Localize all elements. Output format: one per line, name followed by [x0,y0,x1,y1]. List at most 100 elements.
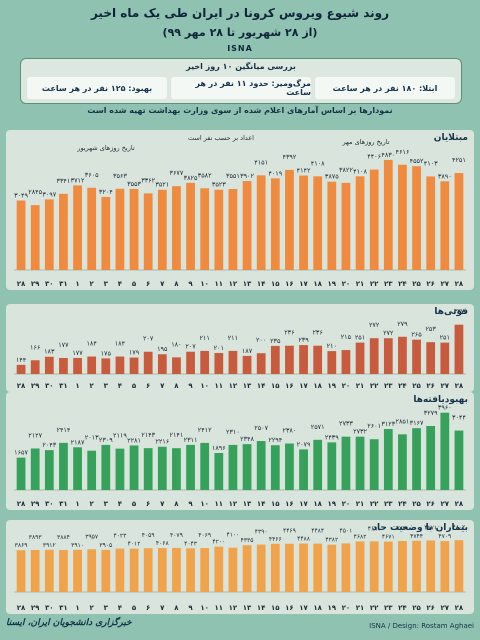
chart-title: بهبودیافته‌ها [413,395,468,405]
data-label: ۱۴۴ [16,356,27,364]
bar [157,189,167,270]
data-label: ۱۸۴ [86,340,97,348]
tick-label: ۲۱ [356,280,365,288]
bar [426,176,436,270]
data-label: ۲۲۱۶ [155,438,169,446]
data-label: ۳۸۶۹ [15,542,28,549]
bar [242,181,252,270]
data-label: ۲۳۱۱ [184,436,198,444]
chart-title: فوتی‌ها [434,307,468,317]
chart-critical: ۳۸۶۹۲۸۳۸۹۳۲۹۳۹۱۲۳۰۳۸۸۴۳۱۳۹۱۰۱۳۹۵۷۲۳۹۰۵۳۴… [14,524,466,612]
tick-label: ۳۱ [59,604,68,612]
tick-label: ۳۰ [45,382,54,390]
data-label: ۴۰۴۳ [184,540,198,547]
data-label: ۴۰۱۲ [128,541,141,548]
tick-label: ۴ [118,604,123,612]
data-label: ۳۸۷۵ [325,173,339,181]
bar [341,436,351,490]
data-label: ۳۹۰۵ [99,542,112,549]
bar [327,181,337,270]
tick-label: ۱۵ [271,604,280,612]
bar [59,357,68,374]
bar [412,540,421,592]
tick-label: ۲۶ [426,500,435,508]
data-label: ۴۵۰۱ [339,527,352,534]
data-label: ۳۳۷ [454,308,465,316]
data-label: ۲۳۱۰ [226,428,240,436]
footer-credit: ISNA / Design: Rostam Aghaei [369,622,474,630]
data-label: ۴۱۰۰ [226,532,239,539]
bar [313,345,323,374]
data-label: ۴۲۵۱ [452,156,466,164]
data-label: ۲۲۸۱ [127,436,141,444]
tick-label: ۲۸ [455,500,464,508]
tick-label: ۷ [160,382,165,390]
data-label: ۲۵۱ [355,334,365,342]
data-label: ۳۰۴۴ [452,414,466,422]
data-label: ۲۱۰ [327,342,337,350]
data-label: ۴۶۹۱ [368,525,381,532]
page-subtitle: (از ۲۸ شهریور تا ۲۸ مهر ۹۹) [162,26,318,39]
data-label: ۳۵۵۱ [226,172,240,180]
tick-label: ۱۱ [215,280,224,288]
tick-label: ۳۱ [59,280,68,288]
data-label: ۲۶۰۱ [367,422,381,430]
tick-label: ۷ [160,500,165,508]
data-label: ۲۷۲ [383,329,394,337]
tick-label: ۲۵ [412,280,421,288]
bar [454,324,464,374]
bar [412,339,421,374]
tick-label: ۱۸ [313,280,322,288]
bar [341,350,351,374]
chart-panel-infected: ۳۰۴۹ ۲۸ ۲۸۴۵ ۲۹ ۳۰۹۷ ۳۰ ۳۳۴۱ ۳۱ ۳۷۱۲ ۱ ۳۶۰۵ ۲ ۳۲۰۴ ۳ ۳… [6,130,474,290]
tick-label: ۱۴ [257,604,266,612]
bar [157,548,167,592]
tick-label: ۱۳ [243,604,252,612]
data-label: ۱۷۹ [129,349,140,357]
bar [30,205,40,270]
bar [355,342,365,374]
bar [256,544,266,592]
tick-label: ۲۷ [441,500,450,508]
bar [186,548,195,592]
data-label: ۱۸۹۶ [212,444,226,452]
bar [369,439,379,490]
data-label: ۲۲۹۴ [268,436,282,444]
bar [172,448,181,490]
bar [398,164,407,270]
bar [355,541,365,592]
bar [44,356,54,374]
data-label: ۱۶۵۷ [14,449,28,457]
bar [242,355,252,374]
data-label: ۲۳۴۸ [240,435,254,443]
tick-label: ۲۴ [398,500,407,508]
tick-label: ۱۸ [313,382,322,390]
data-label: ۲۰۷۹ [297,440,311,448]
tick-label: ۲۶ [426,604,435,612]
bar [369,169,379,270]
data-label: ۴۰۶۹ [198,532,211,539]
data-label: ۳۵۸۲ [198,171,212,179]
tick-label: ۱۱ [215,604,224,612]
tick-label: ۱۷ [299,280,308,288]
data-label: ۲۳۶ [312,329,322,337]
bar [270,445,280,490]
bar [129,188,139,270]
tick-label: ۹ [188,604,193,612]
summary-box: بررسی میانگین ۱۰ روز اخیر ابتلا: ۱۸۰ نفر… [20,58,462,104]
bar [256,441,266,490]
tick-label: ۲۲ [370,604,379,612]
tick-label: ۹ [188,280,193,288]
data-label: ۲۱۸۷ [71,438,85,446]
data-label: ۴۱۵۱ [254,158,268,166]
data-label: ۳۲۰۴ [99,188,113,196]
data-label: ۱۷۵ [101,349,112,357]
data-label: ۲۰۰ [256,336,266,344]
bar [129,357,139,374]
data-label: ۳۶۰۵ [85,171,99,179]
bar [115,356,125,374]
data-label: ۲۱۱ [228,334,238,342]
tick-label: ۳ [104,604,109,612]
tick-label: ۳۰ [45,500,54,508]
bar [440,412,450,490]
